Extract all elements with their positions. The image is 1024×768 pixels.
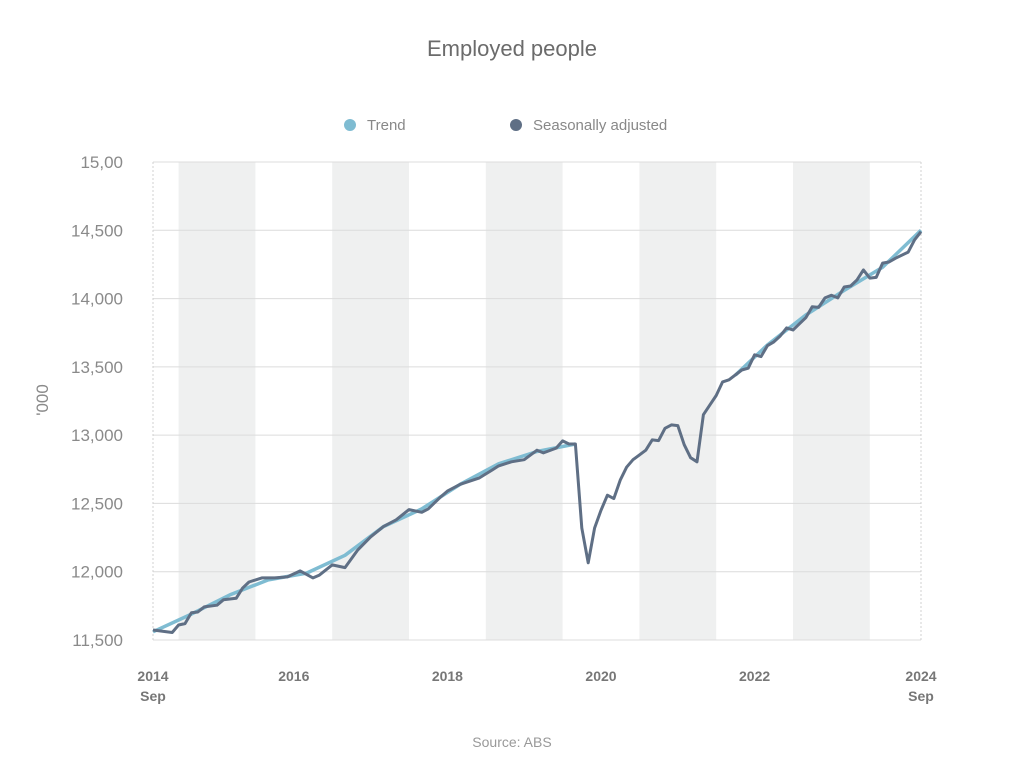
legend-trend-marker xyxy=(344,119,356,131)
y-axis-label: '000 xyxy=(33,384,52,416)
y-tick-label: 12,500 xyxy=(71,494,123,513)
x-tick-label: 2020 xyxy=(585,668,616,684)
trend-line xyxy=(152,442,576,634)
series-lines xyxy=(152,229,923,634)
legend-sa-label: Seasonally adjusted xyxy=(533,117,667,134)
legend-item-seasonally-adjusted[interactable]: Seasonally adjusted xyxy=(510,117,667,134)
y-tick-label: 13,000 xyxy=(71,426,123,445)
shaded-year-2015 xyxy=(178,162,256,640)
legend-item-trend[interactable]: Trend xyxy=(344,117,406,134)
shaded-year-2021 xyxy=(639,162,717,640)
shaded-year-2023 xyxy=(793,162,870,640)
legend-sa-marker xyxy=(510,119,522,131)
x-tick-sublabel: Sep xyxy=(140,688,166,704)
chart-title: Employed people xyxy=(427,36,597,61)
legend-trend-label: Trend xyxy=(367,117,406,134)
legend: Trend Seasonally adjusted xyxy=(344,117,667,134)
gridlines xyxy=(152,161,922,641)
y-tick-label: 15,00 xyxy=(80,153,123,172)
x-axis-ticks: 2014 Sep 2016 2018 2020 2022 2024 Sep xyxy=(137,668,936,704)
y-axis-ticks: 15,00 14,500 14,000 13,500 13,000 12,500 12,00… xyxy=(71,153,123,650)
x-tick-label: 2024 xyxy=(905,668,936,684)
y-tick-label: 12,000 xyxy=(71,563,123,582)
x-tick-label: 2018 xyxy=(432,668,463,684)
y-tick-label: 13,500 xyxy=(71,358,123,377)
y-tick-label: 14,000 xyxy=(71,290,123,309)
source-note: Source: ABS xyxy=(472,734,551,750)
y-tick-label: 11,500 xyxy=(72,631,123,650)
shaded-year-2017 xyxy=(332,162,409,640)
x-tick-label: 2016 xyxy=(278,668,309,684)
y-tick-label: 14,500 xyxy=(71,221,123,240)
x-tick-label: 2014 xyxy=(137,668,168,684)
shaded-year-2019 xyxy=(485,162,563,640)
seasonally-adjusted-line xyxy=(152,230,923,634)
x-tick-label: 2022 xyxy=(739,668,770,684)
year-shading xyxy=(178,162,870,640)
x-tick-sublabel: Sep xyxy=(908,688,934,704)
